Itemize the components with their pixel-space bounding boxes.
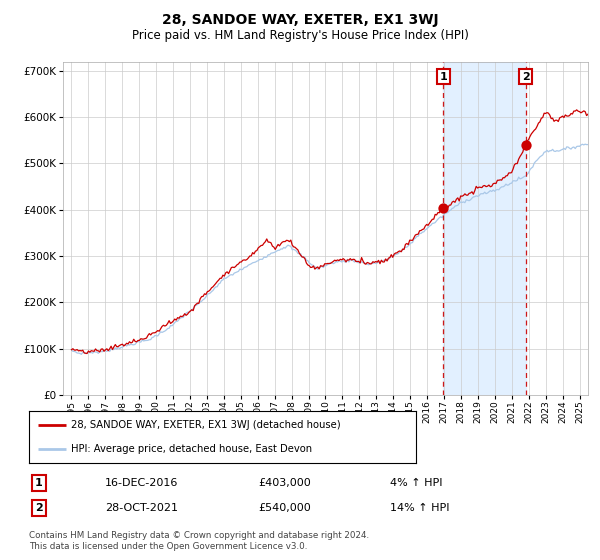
Text: £540,000: £540,000 <box>258 503 311 513</box>
Text: £403,000: £403,000 <box>258 478 311 488</box>
Text: 1: 1 <box>439 72 447 82</box>
Text: 14% ↑ HPI: 14% ↑ HPI <box>390 503 449 513</box>
Text: 1: 1 <box>35 478 43 488</box>
Text: 2: 2 <box>35 503 43 513</box>
Point <box>439 204 448 213</box>
Text: HPI: Average price, detached house, East Devon: HPI: Average price, detached house, East… <box>71 444 313 454</box>
Text: Contains HM Land Registry data © Crown copyright and database right 2024.
This d: Contains HM Land Registry data © Crown c… <box>29 531 369 550</box>
Text: 28-OCT-2021: 28-OCT-2021 <box>105 503 178 513</box>
Text: 28, SANDOE WAY, EXETER, EX1 3WJ (detached house): 28, SANDOE WAY, EXETER, EX1 3WJ (detache… <box>71 420 341 430</box>
Text: 28, SANDOE WAY, EXETER, EX1 3WJ: 28, SANDOE WAY, EXETER, EX1 3WJ <box>161 13 439 27</box>
Text: 4% ↑ HPI: 4% ↑ HPI <box>390 478 443 488</box>
Bar <box>443 62 526 395</box>
Text: 2: 2 <box>522 72 530 82</box>
Text: 16-DEC-2016: 16-DEC-2016 <box>105 478 178 488</box>
Point <box>521 141 530 150</box>
Text: Price paid vs. HM Land Registry's House Price Index (HPI): Price paid vs. HM Land Registry's House … <box>131 29 469 42</box>
